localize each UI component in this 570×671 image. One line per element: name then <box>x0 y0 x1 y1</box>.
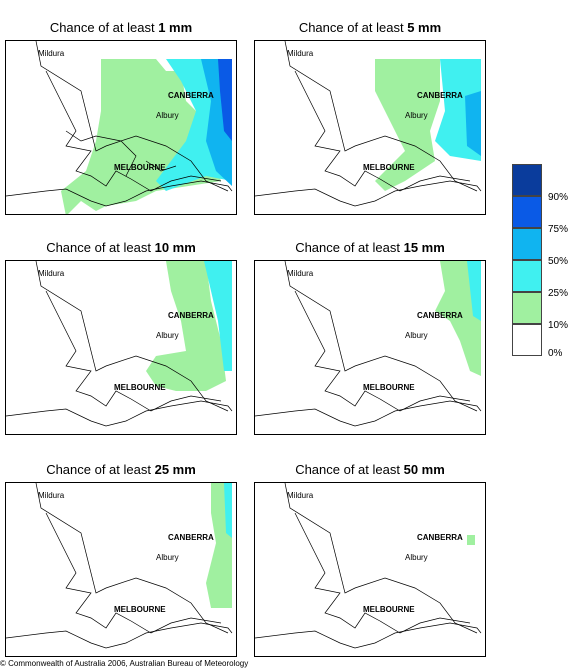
legend-swatch-10 <box>512 292 542 324</box>
title-amount: 50 mm <box>403 462 445 477</box>
probability-map: Mildura CANBERRA Albury MELBOURNE <box>254 40 486 215</box>
probability-map: Mildura CANBERRA Albury MELBOURNE <box>5 40 237 215</box>
place-label-canberra: CANBERRA <box>168 91 214 100</box>
map-shading <box>206 483 232 608</box>
legend-label-25: 25% <box>548 288 569 299</box>
map-borders <box>6 483 233 649</box>
panel-title: Chance of at least 25 mm <box>5 462 237 477</box>
panel-title: Chance of at least 50 mm <box>254 462 486 477</box>
place-label-melbourne: MELBOURNE <box>114 605 166 614</box>
map-borders <box>255 41 482 207</box>
place-label-canberra: CANBERRA <box>417 533 463 542</box>
title-prefix: Chance of at least <box>46 462 155 477</box>
legend-label-0: 0% <box>548 348 563 359</box>
place-label-mildura: Mildura <box>38 269 65 278</box>
place-label-melbourne: MELBOURNE <box>363 605 415 614</box>
title-amount: 10 mm <box>154 240 196 255</box>
copyright-notice: © Commonwealth of Australia 2006, Austra… <box>0 659 249 668</box>
title-prefix: Chance of at least <box>46 240 155 255</box>
place-label-canberra: CANBERRA <box>168 533 214 542</box>
title-prefix: Chance of at least <box>295 462 404 477</box>
place-label-mildura: Mildura <box>287 269 314 278</box>
place-label-canberra: CANBERRA <box>417 311 463 320</box>
place-label-albury: Albury <box>405 331 428 340</box>
panel-title: Chance of at least 5 mm <box>254 20 486 35</box>
place-label-albury: Albury <box>156 111 179 120</box>
legend-label-50: 50% <box>548 256 569 267</box>
place-label-albury: Albury <box>405 553 428 562</box>
title-amount: 1 mm <box>158 20 193 35</box>
place-label-albury: Albury <box>156 553 179 562</box>
place-label-canberra: CANBERRA <box>417 91 463 100</box>
place-label-albury: Albury <box>405 111 428 120</box>
probability-map: Mildura CANBERRA Albury MELBOURNE <box>254 260 486 435</box>
title-amount: 25 mm <box>154 462 196 477</box>
probability-map: Mildura CANBERRA Albury MELBOURNE <box>5 482 237 657</box>
legend-swatch-50 <box>512 228 542 260</box>
map-borders <box>255 261 482 427</box>
legend-label-90: 90% <box>548 192 569 203</box>
probability-map: Mildura CANBERRA Albury MELBOURNE <box>5 260 237 435</box>
legend-swatch-25 <box>512 260 542 292</box>
place-label-melbourne: MELBOURNE <box>363 383 415 392</box>
map-shading <box>375 59 481 191</box>
map-shading <box>435 261 481 376</box>
place-label-mildura: Mildura <box>38 49 65 58</box>
place-label-melbourne: MELBOURNE <box>114 383 166 392</box>
map-borders <box>6 41 233 207</box>
map-shading <box>467 535 475 545</box>
title-prefix: Chance of at least <box>295 240 404 255</box>
title-amount: 15 mm <box>403 240 445 255</box>
legend-label-75: 75% <box>548 224 569 235</box>
place-label-canberra: CANBERRA <box>168 311 214 320</box>
place-label-mildura: Mildura <box>38 491 65 500</box>
title-prefix: Chance of at least <box>298 20 408 35</box>
legend-label-10: 10% <box>548 320 569 331</box>
place-label-albury: Albury <box>156 331 179 340</box>
legend-swatch-90 <box>512 164 542 196</box>
map-shading <box>61 59 232 214</box>
title-amount: 5 mm <box>407 20 442 35</box>
probability-map: Mildura CANBERRA Albury MELBOURNE <box>254 482 486 657</box>
map-borders <box>6 261 233 427</box>
place-label-melbourne: MELBOURNE <box>363 163 415 172</box>
legend-swatch-75 <box>512 196 542 228</box>
map-shading <box>146 261 232 391</box>
panel-title: Chance of at least 15 mm <box>254 240 486 255</box>
legend-swatch-0 <box>512 324 542 356</box>
place-label-melbourne: MELBOURNE <box>114 163 166 172</box>
place-label-mildura: Mildura <box>287 49 314 58</box>
panel-title: Chance of at least 10 mm <box>5 240 237 255</box>
map-borders <box>255 483 482 649</box>
title-prefix: Chance of at least <box>49 20 159 35</box>
panel-title: Chance of at least 1 mm <box>5 20 237 35</box>
place-label-mildura: Mildura <box>287 491 314 500</box>
